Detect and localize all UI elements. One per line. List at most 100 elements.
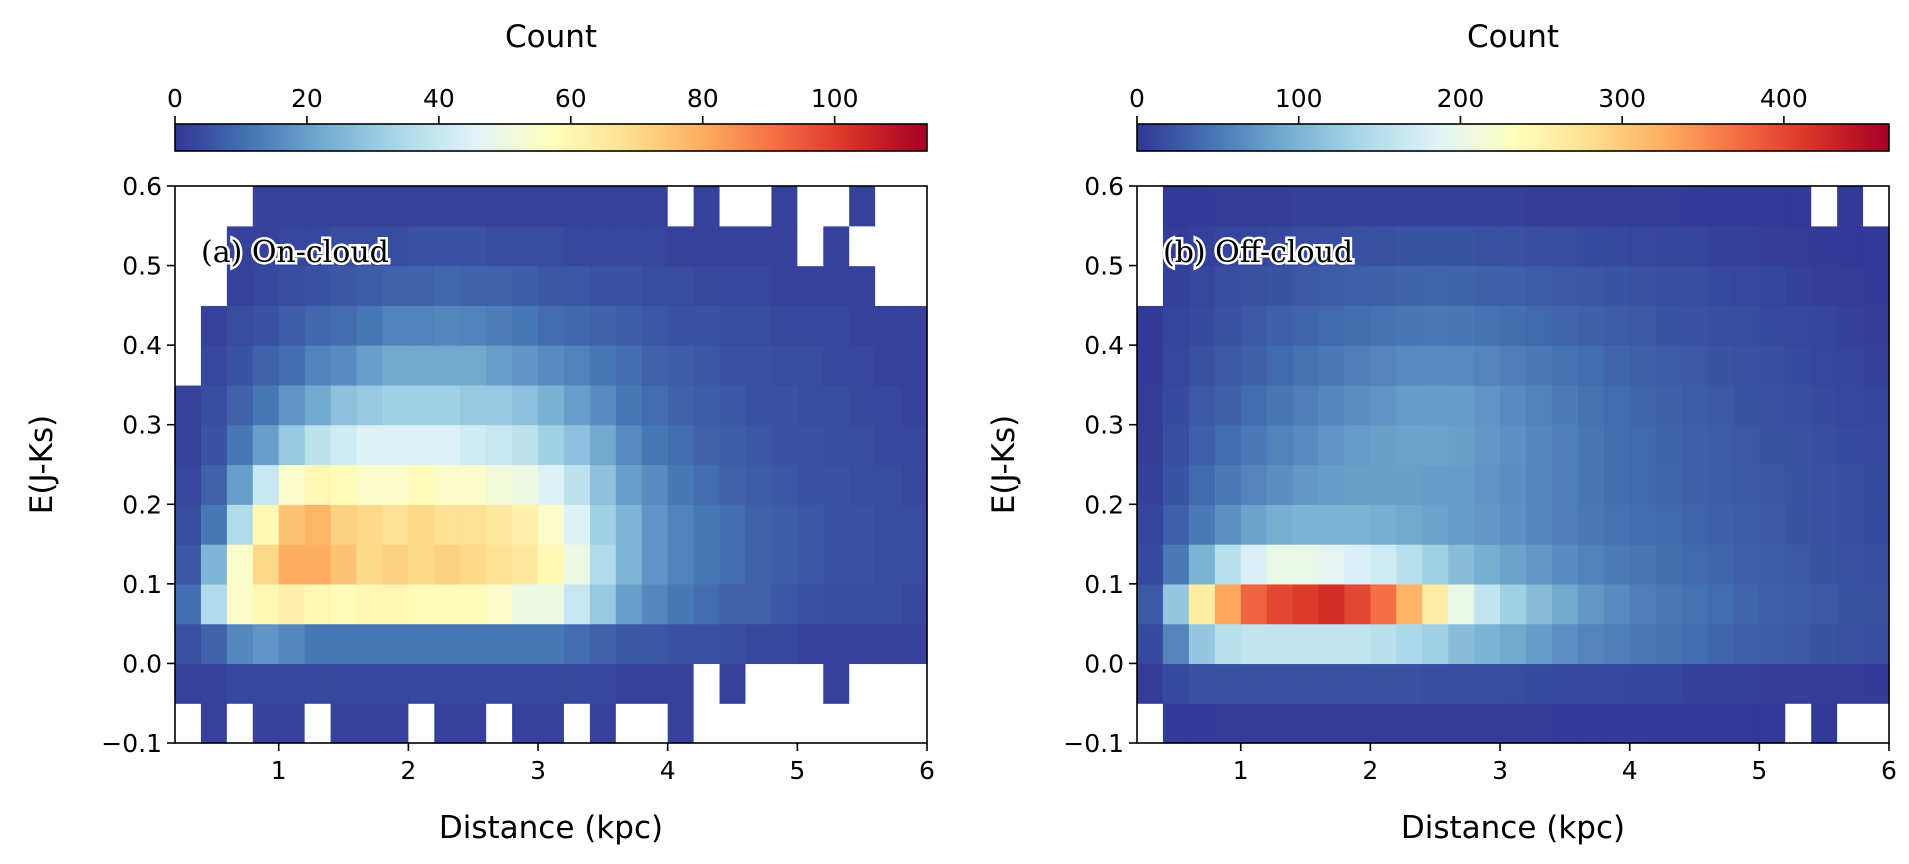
bin-cell — [460, 504, 487, 545]
bin-cell — [1137, 504, 1164, 545]
bin-cell — [641, 544, 669, 585]
bin-cell — [1759, 504, 1786, 545]
bin-cell — [1214, 384, 1242, 426]
bin-cell — [875, 703, 902, 744]
bin-cell — [1240, 623, 1268, 665]
bin-cell — [252, 225, 280, 267]
bin-cell — [1214, 305, 1242, 346]
bin-cell — [1162, 384, 1190, 426]
bin-cell — [745, 424, 773, 466]
bin-cell — [1759, 424, 1786, 466]
bin-cell — [1707, 345, 1735, 386]
bin-cell — [693, 305, 721, 346]
bin-cell — [771, 544, 798, 585]
bin-cell — [1681, 583, 1709, 625]
bin-cell — [1681, 225, 1709, 267]
colorbar-tick-label: 300 — [1598, 84, 1646, 113]
bin-cell — [1188, 464, 1216, 505]
bin-cell — [823, 186, 850, 227]
bin-cell — [538, 186, 565, 227]
bin-cell — [1344, 663, 1371, 704]
bin-cell — [278, 583, 306, 625]
bin-cell — [1837, 345, 1864, 386]
bin-cell — [1292, 384, 1320, 426]
bin-cell — [1500, 384, 1527, 426]
bin-cell — [667, 583, 695, 625]
bin-cell — [1422, 225, 1449, 267]
colorbar-label: Count — [505, 19, 597, 55]
bin-cell — [1707, 544, 1735, 585]
bin-cell — [1396, 345, 1423, 386]
bin-cell — [1370, 464, 1397, 505]
bin-cell — [486, 424, 513, 466]
bin-cell — [1344, 384, 1371, 426]
bin-cell — [1318, 504, 1346, 545]
bin-cell — [1655, 663, 1683, 704]
bin-cell — [1733, 663, 1760, 704]
bin-cell — [1655, 424, 1683, 466]
bin-cell — [1266, 345, 1294, 386]
bin-cell — [1474, 225, 1501, 267]
bin-cell — [563, 623, 591, 665]
bin-cell — [1551, 623, 1579, 665]
bin-cell — [1292, 424, 1320, 466]
bin-cell — [563, 663, 591, 704]
bin-cell — [771, 225, 798, 267]
bin-cell — [1344, 265, 1371, 306]
bin-cell — [563, 186, 591, 227]
bin-cell — [693, 544, 721, 585]
bin-cell — [615, 703, 643, 744]
bin-cell — [797, 305, 824, 346]
bin-cell — [408, 225, 435, 267]
bin-cell — [1603, 583, 1631, 625]
bin-cell — [1137, 464, 1164, 505]
bin-cell — [1681, 703, 1709, 744]
bin-cell — [1837, 544, 1864, 585]
x-tick-label: 5 — [1751, 756, 1767, 785]
colorbar-tick-label: 0 — [167, 84, 183, 113]
bin-cell — [1137, 305, 1164, 346]
bin-cell — [1681, 504, 1709, 545]
bin-cell — [1344, 544, 1371, 585]
bin-cell — [1266, 703, 1294, 744]
bin-cell — [1863, 345, 1890, 386]
bin-cell — [1733, 623, 1760, 665]
bin-cell — [849, 384, 876, 426]
bin-cell — [901, 464, 928, 505]
bin-cell — [1292, 583, 1320, 625]
bin-cell — [1370, 265, 1397, 306]
bin-cell — [1655, 583, 1683, 625]
bin-cell — [771, 345, 798, 386]
bin-cell — [1603, 424, 1631, 466]
colorbar-tick-label: 400 — [1760, 84, 1808, 113]
bin-cell — [226, 544, 254, 585]
bin-cell — [1422, 345, 1449, 386]
bin-cell — [719, 265, 747, 306]
bin-cell — [1292, 544, 1320, 585]
bin-cell — [1188, 504, 1216, 545]
bin-cell — [1603, 345, 1631, 386]
bin-cell — [1681, 384, 1709, 426]
bin-cell — [1863, 186, 1890, 227]
bin-cell — [1474, 186, 1501, 227]
bin-cell — [1863, 424, 1890, 466]
bin-cell — [278, 305, 306, 346]
bin-cell — [1863, 544, 1890, 585]
bin-cell — [538, 703, 565, 744]
x-tick-label: 4 — [1622, 756, 1638, 785]
bin-cell — [849, 583, 876, 625]
bin-cell — [615, 663, 643, 704]
bin-cell — [538, 384, 565, 426]
bin-cell — [875, 583, 902, 625]
bin-cell — [719, 544, 747, 585]
y-tick-label: 0.3 — [1084, 411, 1124, 440]
bin-cell — [1733, 305, 1760, 346]
bin-cell — [538, 504, 565, 545]
bin-cell — [1474, 623, 1501, 665]
bin-cell — [512, 186, 539, 227]
bin-cell — [1137, 424, 1164, 466]
bin-cell — [304, 703, 332, 744]
bin-cell — [589, 464, 617, 505]
bin-cell — [719, 623, 747, 665]
bin-cell — [1837, 225, 1864, 267]
